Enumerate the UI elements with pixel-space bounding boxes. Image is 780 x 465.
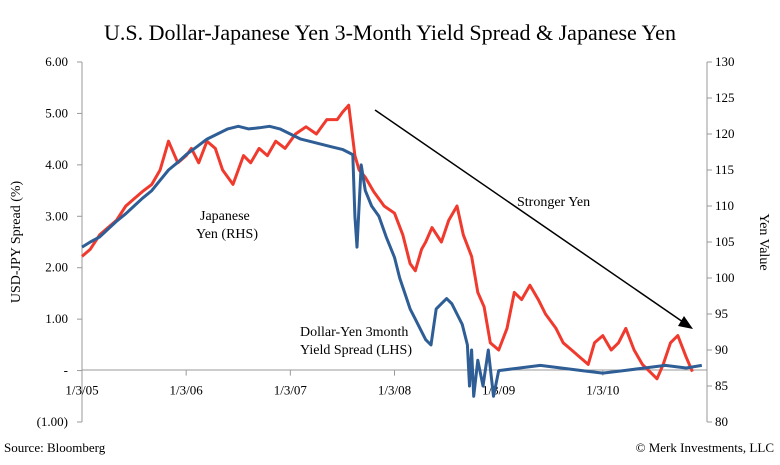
- x-tick-label: 1/3/10: [586, 383, 619, 398]
- spread-label-line1: Dollar-Yen 3month: [300, 325, 408, 340]
- x-tick-label: 1/3/09: [482, 383, 515, 398]
- left-tick-labels: 6.00 5.00 4.00 3.00 2.00 1.00 - (1.00): [37, 54, 82, 429]
- right-tick-label: 95: [715, 306, 728, 321]
- right-tick-label: 100: [715, 270, 735, 285]
- right-tick-label: 105: [715, 234, 735, 249]
- right-tick-label: 120: [715, 126, 735, 141]
- series-layer: [81, 103, 703, 398]
- stronger-yen-arrow-head: [678, 316, 693, 329]
- x-tick-labels: 1/3/05 1/3/06 1/3/07 1/3/08 1/3/09 1/3/10: [65, 370, 619, 398]
- right-axis-label: Yen Value: [756, 213, 771, 270]
- right-tick-label: 90: [715, 342, 728, 357]
- right-tick-labels: 130 125 120 115 110 105 100 95 90 85 80: [707, 54, 735, 429]
- right-tick-label: 80: [715, 414, 728, 429]
- left-tick-label: 4.00: [45, 157, 68, 172]
- right-tick-label: 110: [715, 198, 734, 213]
- chart-title: U.S. Dollar-Japanese Yen 3-Month Yield S…: [104, 20, 676, 45]
- left-tick-label: 1.00: [45, 311, 68, 326]
- x-tick-label: 1/3/06: [170, 383, 204, 398]
- left-tick-label: 5.00: [45, 105, 68, 120]
- stronger-yen-label: Stronger Yen: [517, 195, 590, 210]
- spread-label-line2: Yield Spread (LHS): [300, 343, 412, 358]
- right-tick-label: 115: [715, 162, 734, 177]
- right-tick-label: 130: [715, 54, 735, 69]
- yen-label-line1: Japanese: [200, 209, 250, 224]
- x-tick-label: 1/3/08: [378, 383, 411, 398]
- left-axis-label: USD-JPY Spread (%): [9, 180, 24, 303]
- left-tick-label: 3.00: [45, 208, 68, 223]
- spread-series-line: [81, 124, 703, 398]
- source-note: Source: Bloomberg: [4, 440, 106, 455]
- left-tick-label: 6.00: [45, 54, 68, 69]
- x-tick-label: 1/3/07: [274, 383, 308, 398]
- right-tick-label: 85: [715, 378, 728, 393]
- left-tick-label: -: [64, 363, 68, 378]
- stronger-yen-arrow-line: [374, 109, 684, 323]
- x-tick-label: 1/3/05: [65, 383, 98, 398]
- left-tick-label: 2.00: [45, 260, 68, 275]
- right-tick-label: 125: [715, 90, 735, 105]
- left-tick-label: (1.00): [37, 414, 68, 429]
- yen-label-line2: Yen (RHS): [196, 227, 258, 242]
- credit-note: © Merk Investments, LLC: [636, 440, 774, 455]
